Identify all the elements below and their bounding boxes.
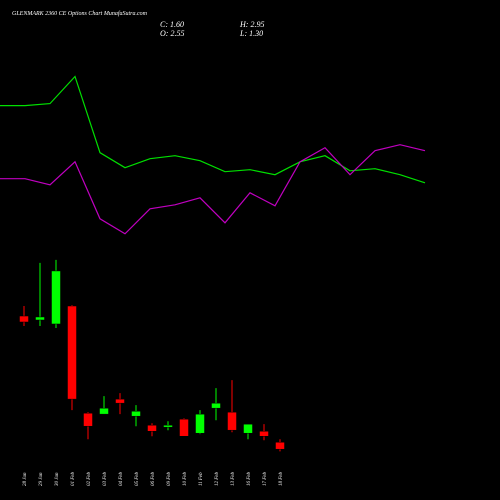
candle-body (243, 423, 253, 434)
x-tick-label: 02 Feb (87, 471, 92, 486)
line-series (0, 144, 426, 235)
candle-body (35, 316, 45, 321)
chart-title: GLENMARK 2360 CE Options Chart MunafaSut… (12, 10, 148, 17)
line-series (0, 75, 426, 184)
header-label: L: 1.30 (239, 29, 263, 38)
candle-body (131, 410, 141, 417)
candle-body (275, 441, 285, 450)
candle-body (211, 402, 221, 409)
header-label: C: 1.60 (160, 20, 184, 29)
x-tick-label: 29 Jan (39, 472, 44, 486)
header-label: O: 2.55 (160, 29, 184, 38)
x-tick-label: 10 Feb (183, 471, 188, 486)
candle-body (115, 398, 125, 404)
x-tick-label: 06 Feb (151, 471, 156, 486)
x-tick-label: 13 Feb (231, 471, 236, 486)
candle-body (259, 430, 269, 437)
candle-body (83, 412, 93, 427)
x-tick-label: 01 Feb (71, 471, 76, 486)
x-tick-label: 12 Feb (215, 471, 220, 486)
candle-body (147, 424, 157, 432)
candle-body (163, 424, 173, 428)
x-tick-label: 09 Feb (167, 471, 172, 486)
x-tick-label: 16 Feb (247, 471, 252, 486)
x-tick-label: 28 Jan (23, 472, 28, 486)
x-tick-label: 05 Feb (135, 471, 140, 486)
x-tick-label: 04 Feb (119, 471, 124, 486)
candle-body (179, 418, 189, 437)
candle-body (67, 305, 77, 400)
candle-body (227, 411, 237, 431)
candle-body (19, 315, 29, 323)
x-tick-label: 30 Jan (55, 472, 60, 486)
candle-body (195, 413, 205, 434)
x-tick-label: 03 Feb (103, 471, 108, 486)
candle-body (99, 407, 109, 415)
x-tick-label: 11 Feb (199, 472, 204, 486)
x-tick-label: 17 Feb (263, 471, 268, 486)
header-label: H: 2.95 (239, 20, 264, 29)
x-tick-label: 18 Feb (279, 471, 284, 486)
candle-body (51, 270, 61, 325)
